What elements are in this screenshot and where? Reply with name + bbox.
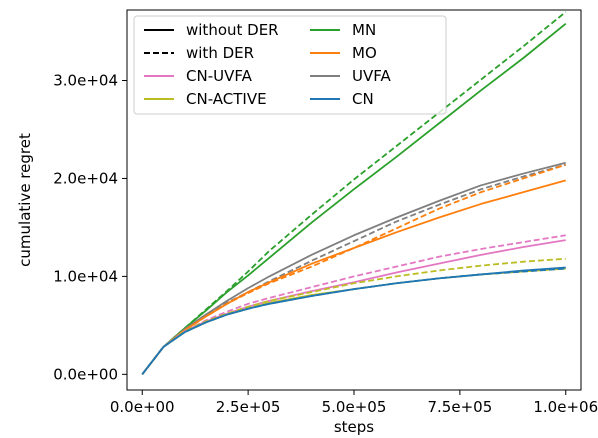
x-tick-label: 0.0e+00 [110,398,175,416]
legend-label: UVFA [352,67,391,85]
legend-label: without DER [186,21,279,39]
plot-area [141,11,567,375]
legend-label: CN-ACTIVE [186,90,267,108]
y-tick-label: 3.0e+04 [53,72,118,90]
x-axis: 0.0e+00 2.5e+05 5.0e+05 7.5e+05 1.0e+06 [110,390,598,416]
series-line-mn-without-der [141,23,567,375]
y-axis: 0.0e+00 1.0e+04 2.0e+04 3.0e+04 [53,72,127,383]
x-axis-label: steps [334,418,374,436]
x-tick-label: 2.5e+05 [216,398,281,416]
x-tick-label: 5.0e+05 [322,398,387,416]
y-tick-label: 0.0e+00 [53,365,118,383]
series-line-cn-with-der [141,267,566,375]
x-tick-label: 1.0e+06 [533,398,598,416]
legend-box [133,15,447,115]
legend-label: with DER [186,44,254,62]
y-axis-label: cumulative regret [16,133,34,267]
legend: without DER with DER CN-UVFA CN-ACTIVE MN MO U… [133,15,447,115]
y-tick-label: 2.0e+04 [53,169,118,187]
legend-label: CN [352,90,374,108]
legend-label: CN-UVFA [186,67,253,85]
legend-label: MN [352,21,376,39]
x-tick-label: 7.5e+05 [428,398,493,416]
series-line-mo-without-der [141,179,566,375]
legend-label: MO [352,44,377,62]
y-tick-label: 1.0e+04 [53,267,118,285]
